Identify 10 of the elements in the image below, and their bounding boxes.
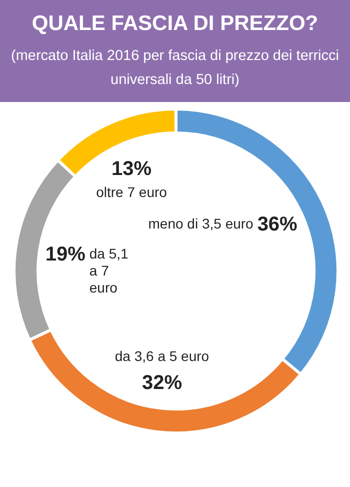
data-label: 13% [112,158,152,180]
slice-label: da 3,6 a 5 euro [114,348,210,364]
data-label: 36% [257,213,298,236]
slice-label: oltre 7 euro [96,184,168,200]
chart-subtitle: (mercato Italia 2016 per fascia di prezzo dei terricci universali da 50 litri) [10,48,340,88]
data-label: 19% [45,243,86,266]
data-label: 32% [142,372,182,394]
chart-title: QUALE FASCIA DI PREZZO? [32,12,318,35]
slice-label: da 5,1 a 7 euro [89,245,129,296]
slice-label: meno di 3,5 euro [148,215,254,232]
